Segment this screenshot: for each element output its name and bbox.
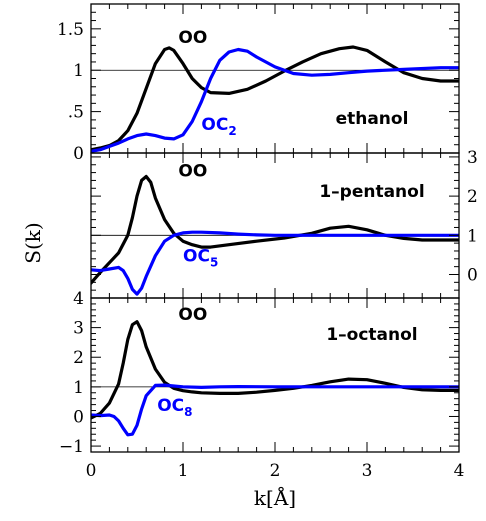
x-axis-title: k[Å] <box>254 485 296 510</box>
series-annotation: OO <box>178 28 207 48</box>
panel-label: 1–octanol <box>326 325 417 345</box>
x-tick-label: 1 <box>178 461 189 481</box>
y-tick-label: 1 <box>467 226 478 246</box>
series-OO <box>91 45 459 152</box>
panel-frame <box>90 297 460 453</box>
y-tick-label: 0 <box>467 265 478 285</box>
series-OO <box>91 174 459 285</box>
panel-1-pentanol: 0 1 2 3 1–pentanol OO OC5 <box>90 148 478 299</box>
panel-frame <box>90 3 460 154</box>
y-tick-label: 3 <box>73 319 84 339</box>
x-tick-label: 0 <box>86 461 97 481</box>
y-tick-label: 4 <box>73 289 84 309</box>
panel-label: ethanol <box>336 109 409 129</box>
y-tick-label: 2 <box>73 348 84 368</box>
panel-ethanol: 0 .5 1 1.5 ethanol OO OC2 <box>57 3 460 164</box>
annotation-subscript: 5 <box>210 256 218 270</box>
y-tick-label: 3 <box>467 148 478 168</box>
series-annotation: OC2 <box>201 115 236 138</box>
series-OO <box>91 320 459 420</box>
annotation-subscript: 2 <box>228 124 236 138</box>
panel-label: 1–pentanol <box>319 182 424 202</box>
y-tick-label: 1 <box>73 378 84 398</box>
series-annotation: OO <box>178 162 207 182</box>
series-OC5 <box>91 230 459 296</box>
panel-1-octanol: −1 0 1 2 3 4 1–octanol OO OC8 <box>59 289 460 457</box>
annotation-subscript: 8 <box>184 405 192 419</box>
y-tick-label: 2 <box>467 187 478 207</box>
series-annotation: OC8 <box>157 396 192 419</box>
y-tick-label: 1 <box>73 61 84 81</box>
y-axis-title: S(k) <box>21 222 45 263</box>
series-OC2 <box>91 47 459 153</box>
x-tick-label: 3 <box>362 461 373 481</box>
x-tick-label: 2 <box>270 461 281 481</box>
series-annotation: OC5 <box>183 247 218 270</box>
y-tick-label: 0 <box>73 144 84 164</box>
series-OC8 <box>91 383 459 437</box>
x-tick-label: 4 <box>454 461 465 481</box>
y-tick-label: −1 <box>59 437 84 457</box>
y-tick-label: 0 <box>73 407 84 427</box>
y-tick-label: 1.5 <box>57 20 84 40</box>
y-tick-label: .5 <box>68 103 84 123</box>
series-annotation: OO <box>178 305 207 325</box>
